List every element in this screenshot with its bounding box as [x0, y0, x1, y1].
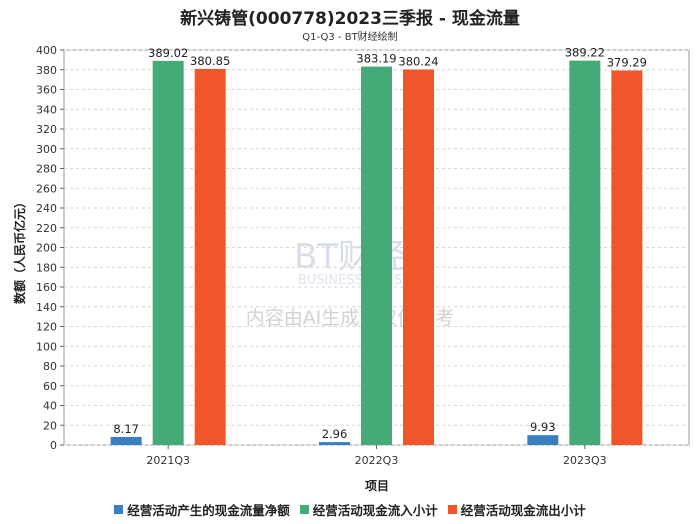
y-tick-label: 280 [36, 163, 57, 176]
legend-item: 经营活动现金流入小计 [299, 500, 438, 519]
legend-item: 经营活动现金流出小计 [447, 500, 586, 519]
legend-item: 经营活动产生的现金流量净额 [114, 500, 290, 519]
legend-swatch [114, 505, 124, 514]
data-label: 383.19 [356, 52, 396, 66]
legend: 经营活动产生的现金流量净额 经营活动现金流入小计 经营活动现金流出小计 [0, 500, 700, 519]
x-tick-label: 2022Q3 [355, 454, 399, 467]
data-label: 2.96 [322, 427, 348, 441]
legend-swatch [299, 505, 309, 514]
bar [403, 69, 434, 445]
data-label: 8.17 [113, 422, 139, 436]
bar [110, 436, 142, 445]
y-tick-label: 220 [36, 222, 57, 235]
y-tick-label: 80 [43, 360, 57, 373]
y-tick-label: 160 [36, 281, 57, 294]
legend-label: 经营活动现金流出小计 [460, 503, 586, 518]
y-axis-label: 数额（人民币亿元） [12, 196, 27, 304]
bar [194, 68, 226, 446]
legend-label: 经营活动产生的现金流量净额 [127, 503, 290, 518]
axes: 0 20 40 60 80 100 120 140 160 180 200 220 240 260 280 3… [36, 44, 607, 467]
y-tick-label: 120 [36, 321, 57, 334]
chart-title: 新兴铸管(000778)2023三季报 - 现金流量 [180, 9, 520, 29]
bar [611, 70, 643, 446]
legend-swatch [447, 505, 457, 514]
y-tick-label: 180 [36, 261, 57, 274]
data-label: 9.93 [530, 420, 556, 434]
x-tick-label: 2023Q3 [563, 454, 607, 467]
chart-subtitle: Q1-Q3 - BT财经绘制 [302, 32, 398, 43]
bar [361, 66, 392, 445]
data-label: 379.29 [607, 55, 647, 69]
y-tick-label: 300 [36, 143, 57, 156]
y-tick-label: 240 [36, 202, 57, 215]
data-label: 389.22 [565, 46, 605, 60]
y-tick-label: 100 [36, 340, 57, 353]
y-tick-label: 320 [36, 123, 57, 136]
y-tick-label: 260 [36, 182, 57, 195]
y-tick-label: 60 [43, 380, 57, 393]
y-tick-label: 20 [43, 419, 57, 432]
data-label: 380.24 [398, 55, 438, 69]
y-tick-label: 200 [36, 242, 57, 255]
y-tick-label: 400 [36, 44, 57, 57]
y-tick-label: 340 [36, 103, 57, 116]
bar [527, 435, 559, 445]
bars [110, 60, 643, 446]
y-tick-label: 40 [43, 400, 57, 413]
y-tick-label: 360 [36, 84, 57, 97]
data-label: 389.02 [148, 46, 188, 60]
bar [152, 60, 184, 446]
data-label: 380.85 [190, 54, 230, 68]
bar [319, 442, 350, 445]
x-tick-label: 2021Q3 [146, 454, 190, 467]
y-tick-label: 380 [36, 64, 57, 77]
watermark-disclaimer: 内容由AI生成，仅供参考 [246, 307, 455, 329]
x-axis-label: 项目 [365, 479, 389, 493]
y-tick-label: 0 [50, 439, 57, 452]
legend-label: 经营活动现金流入小计 [312, 503, 438, 518]
bar [569, 60, 601, 445]
y-tick-label: 140 [36, 301, 57, 314]
